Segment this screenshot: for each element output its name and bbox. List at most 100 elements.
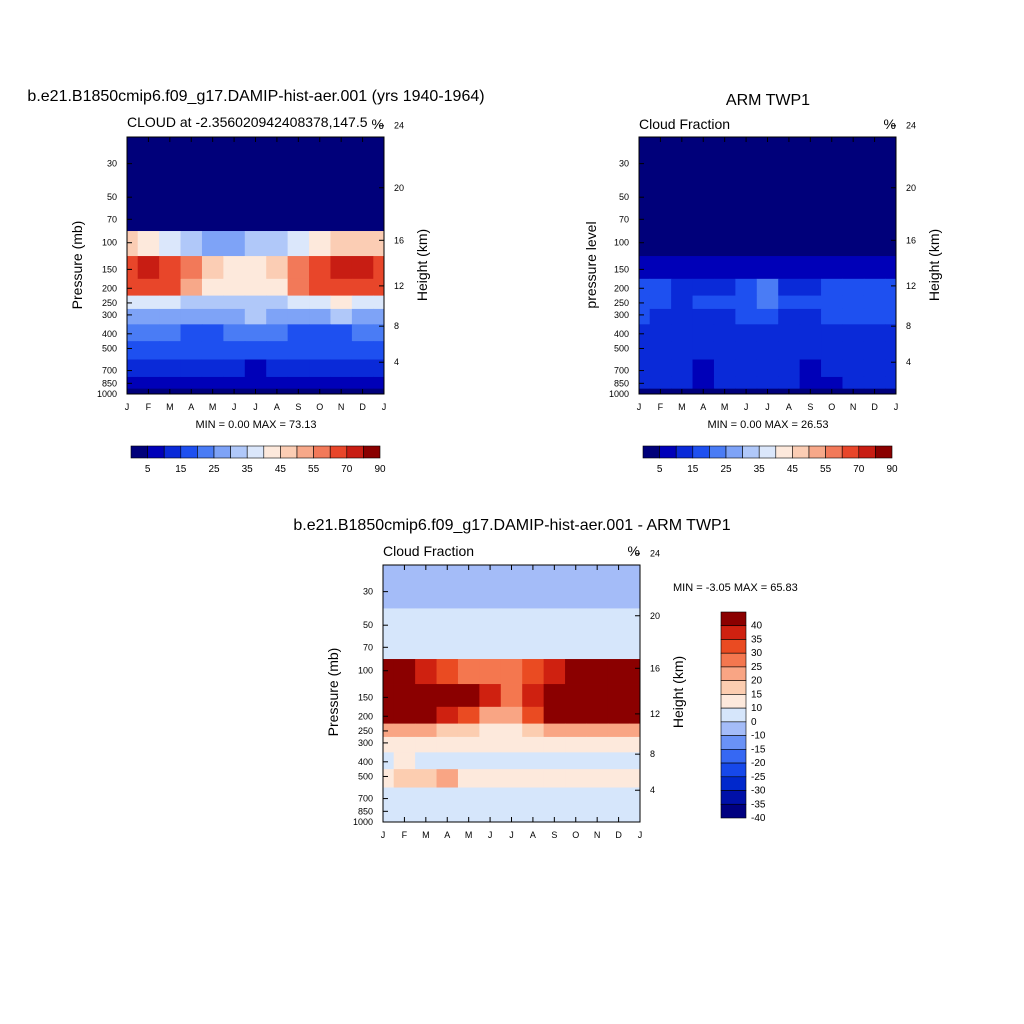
x-tick-label: J: [488, 830, 493, 840]
heatmap-cell: [885, 341, 897, 360]
heatmap-cell: [543, 608, 566, 637]
heatmap-cell: [607, 736, 630, 753]
heatmap-cell: [351, 295, 374, 310]
heatmap-cell: [457, 684, 480, 708]
heatmap-cell: [649, 376, 672, 390]
heatmap-cell: [373, 359, 385, 378]
heatmap-cell: [735, 341, 758, 360]
heatmap-cell: [543, 723, 566, 738]
heatmap-cell: [415, 736, 437, 753]
heatmap-cell: [373, 231, 385, 257]
y-axis-right-label: Height (km): [414, 229, 430, 301]
heatmap-cell: [500, 636, 523, 660]
heatmap-cell: [159, 137, 181, 181]
heatmap-cell: [383, 816, 395, 823]
heatmap-cell: [266, 256, 289, 280]
heatmap-cell: [821, 180, 843, 209]
heatmap-cell: [393, 752, 416, 770]
y-axis-label: Pressure (mb): [69, 221, 85, 310]
y-right-tick-label: 12: [650, 709, 660, 719]
x-tick-label: S: [551, 830, 557, 840]
heatmap-cell: [330, 137, 353, 181]
heatmap-cell: [436, 659, 459, 685]
heatmap-cell: [842, 359, 865, 378]
colorbar-label: -40: [751, 813, 766, 824]
heatmap-cell: [201, 308, 224, 325]
heatmap-cell: [735, 278, 758, 296]
colorbar-swatch: [875, 445, 893, 459]
heatmap-cell: [629, 636, 641, 660]
heatmap-cell: [885, 278, 897, 296]
heatmap-cell: [244, 231, 267, 257]
heatmap-cell: [543, 804, 566, 818]
heatmap-cell: [799, 308, 822, 325]
heatmap-cell: [778, 359, 801, 378]
y-tick-label: 70: [619, 214, 629, 224]
heatmap-cell: [383, 787, 395, 806]
heatmap-cell: [586, 565, 609, 609]
y-tick-label: 50: [363, 620, 373, 630]
heatmap-cell: [756, 180, 779, 209]
y-tick-label: 700: [614, 366, 629, 376]
colorbar-swatch: [296, 445, 314, 459]
heatmap-cell: [799, 359, 822, 378]
heatmap-cell: [607, 608, 630, 637]
heatmap-cell: [522, 684, 545, 708]
colorbar-label: -35: [751, 799, 766, 810]
colorbar-swatch: [197, 445, 215, 459]
heatmap-cell: [842, 256, 865, 280]
heatmap-cell: [137, 231, 160, 257]
heatmap-cell: [500, 565, 523, 609]
colorbar-swatch: [363, 445, 381, 459]
colorbar-swatch: [725, 445, 743, 459]
heatmap-cell: [201, 231, 224, 257]
colorbar-label: 5: [145, 464, 151, 475]
heatmap-cell: [266, 359, 289, 378]
heatmap-cell: [287, 359, 310, 378]
heatmap-cell: [500, 723, 523, 738]
x-tick-label: M: [465, 830, 473, 840]
heatmap-cell: [756, 341, 779, 360]
heatmap-cell: [180, 376, 203, 390]
x-tick-label: J: [382, 402, 387, 412]
y-tick-label: 850: [102, 378, 117, 388]
heatmap-cell: [692, 180, 715, 209]
heatmap-cell: [821, 256, 843, 280]
heatmap-cell: [500, 752, 523, 770]
heatmap-cell: [863, 137, 886, 181]
heatmap-cell: [266, 295, 289, 310]
heatmap-cell: [607, 723, 630, 738]
heatmap-cell: [639, 324, 651, 342]
heatmap-cell: [639, 388, 651, 395]
heatmap-cell: [373, 388, 385, 395]
heatmap-cell: [287, 341, 310, 360]
heatmap-cell: [393, 565, 416, 609]
heatmap-cell: [159, 231, 181, 257]
heatmap-cell: [330, 359, 353, 378]
heatmap-cell: [436, 565, 459, 609]
heatmap-cell: [586, 684, 609, 708]
heatmap-cell: [244, 180, 267, 209]
colorbar-label: 35: [242, 464, 254, 475]
heatmap-cell: [500, 769, 523, 788]
heatmap-cell: [436, 723, 459, 738]
colorbar-label: 90: [374, 464, 386, 475]
y-tick-label: 700: [102, 366, 117, 376]
heatmap-cell: [543, 752, 566, 770]
heatmap-cell: [671, 341, 693, 360]
x-tick-label: O: [572, 830, 579, 840]
heatmap-cell: [842, 231, 865, 257]
heatmap-cell: [287, 137, 310, 181]
heatmap-cell: [223, 308, 246, 325]
heatmap-cell: [351, 208, 374, 232]
heatmap-cell: [137, 137, 160, 181]
heatmap-cell: [457, 769, 480, 788]
colorbar-swatch: [720, 776, 747, 791]
heatmap-cell: [159, 278, 181, 296]
heatmap-cell: [756, 256, 779, 280]
x-tick-label: M: [422, 830, 430, 840]
y-axis-right-label: Height (km): [670, 656, 686, 728]
heatmap-cell: [842, 208, 865, 232]
heatmap-cell: [393, 804, 416, 818]
heatmap-cell: [373, 208, 385, 232]
